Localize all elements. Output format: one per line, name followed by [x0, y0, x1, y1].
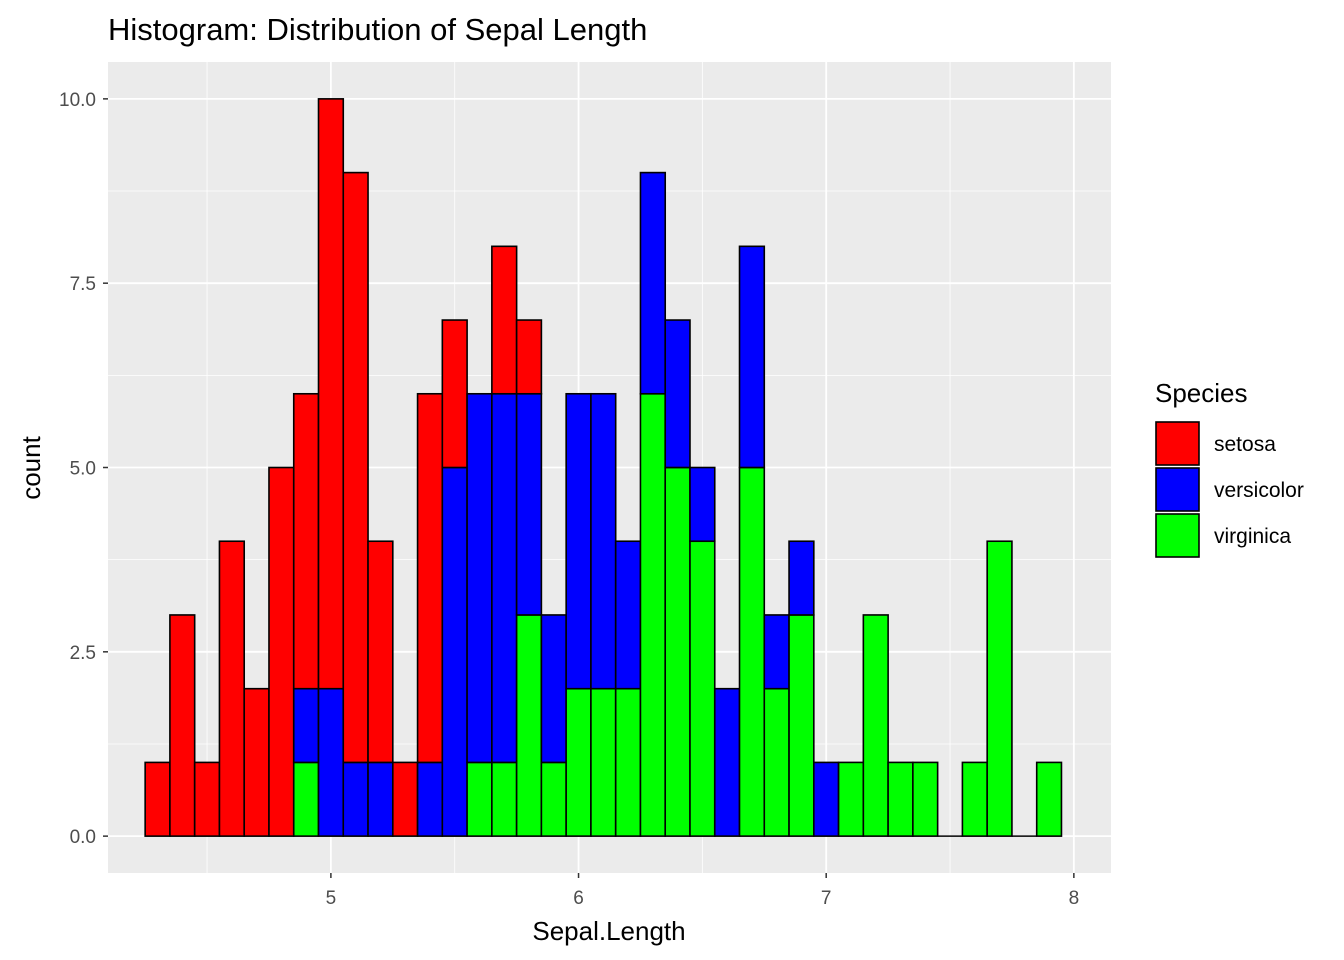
bar-setosa — [416, 392, 444, 764]
bar-versicolor — [788, 540, 815, 616]
chart-title: Histogram: Distribution of Sepal Length — [108, 12, 647, 47]
bar-virginica — [565, 687, 592, 837]
bar-versicolor — [416, 761, 444, 837]
bar-setosa — [292, 392, 320, 690]
legend-swatch-virginica — [1155, 513, 1200, 558]
bar-setosa — [218, 540, 246, 837]
bar-versicolor — [664, 319, 691, 469]
bar-setosa — [491, 245, 518, 395]
x-tick-label: 8 — [1069, 888, 1080, 909]
bar-setosa — [515, 319, 543, 395]
y-axis-title: count — [16, 435, 46, 499]
legend-label-setosa: setosa — [1214, 433, 1276, 456]
x-axis: 5 6 7 8 — [326, 873, 1080, 909]
bar-setosa — [243, 687, 270, 837]
legend-title: Species — [1155, 378, 1248, 408]
bar-versicolor — [292, 687, 320, 764]
bar-virginica — [986, 540, 1013, 837]
bar-versicolor — [515, 392, 543, 616]
y-axis: 0.0 2.5 5.0 7.5 10.0 — [59, 90, 108, 848]
bar-virginica — [763, 687, 790, 837]
y-tick-label: 7.5 — [70, 274, 96, 295]
y-tick-label: 5.0 — [70, 459, 96, 480]
bar-setosa — [193, 761, 221, 837]
bar-setosa — [367, 540, 394, 764]
bar-versicolor — [491, 392, 518, 764]
bar-virginica — [515, 614, 543, 837]
bar-virginica — [788, 614, 815, 837]
bar-setosa — [392, 761, 419, 837]
bar-versicolor — [342, 761, 369, 837]
x-axis-title: Sepal.Length — [532, 916, 685, 946]
bar-virginica — [862, 614, 889, 837]
y-tick-label: 10.0 — [59, 90, 96, 111]
bar-virginica — [738, 466, 766, 837]
bar-virginica — [887, 761, 914, 837]
bar-versicolor — [317, 687, 345, 837]
bar-virginica — [590, 687, 617, 837]
bar-virginica — [912, 761, 939, 837]
bar-virginica — [466, 761, 493, 837]
y-tick-label: 2.5 — [70, 643, 96, 664]
bar-setosa — [268, 466, 295, 837]
bar-virginica — [614, 687, 642, 837]
bar-versicolor — [689, 466, 716, 543]
bar-virginica — [491, 761, 518, 837]
bar-setosa — [317, 98, 345, 690]
bar-versicolor — [813, 761, 840, 837]
bar-virginica — [837, 761, 865, 837]
bar-versicolor — [738, 245, 766, 469]
bar-setosa — [441, 319, 468, 469]
bar-setosa — [144, 761, 171, 837]
bar-virginica — [664, 466, 691, 837]
x-tick-label: 5 — [326, 888, 337, 909]
legend-label-versicolor: versicolor — [1214, 479, 1304, 502]
legend-swatch-setosa — [1155, 421, 1200, 466]
bar-virginica — [292, 761, 320, 837]
bar-versicolor — [763, 614, 790, 690]
bar-versicolor — [540, 614, 567, 764]
bar-virginica — [961, 761, 988, 837]
bar-versicolor — [639, 171, 667, 395]
bar-virginica — [689, 540, 716, 837]
bar-setosa — [169, 614, 196, 837]
bar-versicolor — [565, 392, 592, 690]
bar-versicolor — [713, 687, 741, 837]
x-tick-label: 7 — [821, 888, 832, 909]
legend-label-virginica: virginica — [1214, 525, 1291, 548]
y-tick-label: 0.0 — [70, 827, 96, 848]
bar-virginica — [639, 392, 667, 837]
legend-swatch-versicolor — [1155, 467, 1200, 512]
legend: Species setosa versicolor virginica — [1155, 378, 1304, 558]
bar-versicolor — [466, 392, 493, 764]
bar-versicolor — [367, 761, 394, 837]
bar-virginica — [1035, 761, 1063, 837]
x-tick-label: 6 — [573, 888, 584, 909]
bar-versicolor — [441, 466, 468, 837]
bar-setosa — [342, 171, 369, 764]
bar-versicolor — [614, 540, 642, 690]
bar-virginica — [540, 761, 567, 837]
histogram-bars — [144, 98, 1063, 837]
bar-versicolor — [590, 392, 617, 690]
